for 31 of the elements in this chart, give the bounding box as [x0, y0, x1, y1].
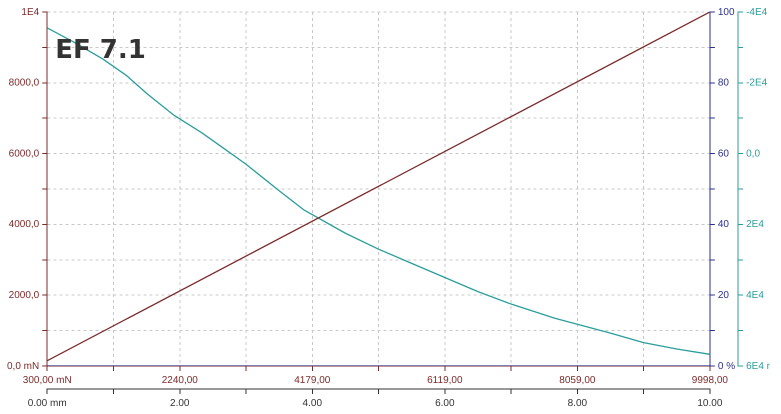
x-tick-label: 8.00: [568, 398, 588, 409]
x2-tick-label: 4179,00: [294, 374, 331, 386]
y3-tick-label: -4E4: [746, 6, 768, 18]
y2-tick-label: 100: [718, 6, 735, 18]
y-tick-label: 4000,0: [8, 219, 40, 230]
y3-tick-label: -2E4: [746, 78, 768, 89]
x2-tick-label: 2240,00: [162, 374, 198, 386]
annotation: EF 7.1: [55, 34, 146, 65]
y2-tick-label: 40: [718, 219, 730, 230]
x-tick-label: 10.00: [697, 398, 723, 409]
x-tick-label: 6.00: [435, 398, 455, 409]
y3-tick-label: 0,0: [746, 148, 760, 160]
y2-tick-label: 0 %: [718, 360, 736, 372]
y-tick-label: 2000,0: [8, 290, 40, 301]
y2-tick-label: 80: [718, 78, 730, 89]
x-tick-label: 2.00: [170, 398, 190, 409]
y-tick-label: 6000,0: [8, 148, 40, 160]
y3-tick-label: 4E4: [746, 290, 764, 301]
x2-tick-label: 8059,00: [559, 374, 596, 386]
x2-tick-label: 9998,00: [692, 374, 728, 386]
y3-tick-label: 6E4 r: [746, 360, 771, 372]
y3-tick-label: 2E4: [746, 219, 764, 230]
y2-tick-label: 20: [718, 290, 730, 301]
y-tick-label: 1E4: [21, 6, 40, 18]
y-tick-label: 0,0 mN: [6, 360, 40, 372]
y-tick-label: 8000,0: [8, 78, 40, 89]
x-tick-label: 4.00: [302, 398, 322, 409]
y2-tick-label: 60: [718, 148, 730, 160]
x-tick-label: 0.00 mm: [28, 398, 67, 409]
x2-tick-label: 6119,00: [427, 374, 463, 386]
x2-tick-label: 300,00 mN: [22, 374, 72, 386]
